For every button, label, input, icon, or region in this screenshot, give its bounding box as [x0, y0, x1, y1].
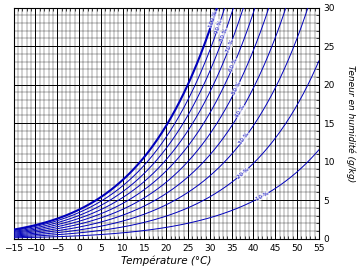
X-axis label: Température (°C): Température (°C) [121, 255, 211, 266]
Text: 30 %: 30 % [238, 131, 251, 146]
Text: 100 %: 100 % [208, 10, 219, 28]
Text: 50 %: 50 % [231, 81, 242, 96]
Text: 90 %: 90 % [214, 19, 223, 34]
Text: 10 %: 10 % [255, 191, 270, 202]
Text: 80 %: 80 % [220, 28, 229, 42]
Y-axis label: Teneur en humidité (g/kg): Teneur en humidité (g/kg) [346, 65, 356, 182]
Text: 20 %: 20 % [236, 167, 250, 180]
Text: 60 %: 60 % [229, 58, 239, 73]
Text: 40 %: 40 % [235, 104, 246, 119]
Text: 70 %: 70 % [225, 39, 235, 53]
